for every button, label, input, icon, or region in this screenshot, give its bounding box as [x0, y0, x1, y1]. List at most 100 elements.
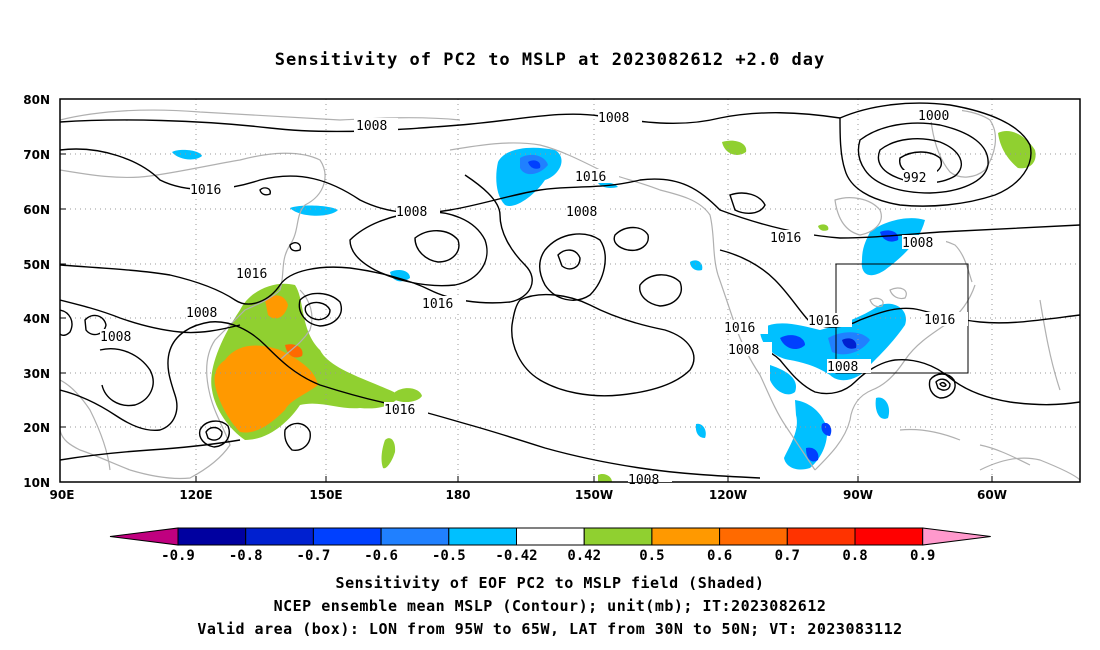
colorbar-label: 0.7	[775, 548, 800, 564]
contour-label-bg	[190, 182, 234, 196]
isobar	[205, 426, 223, 441]
colorbar-label: -0.9	[161, 548, 195, 564]
negative-shade-area	[780, 335, 805, 350]
isobar	[939, 381, 947, 388]
colorbar-box	[380, 527, 450, 546]
coastline-japan	[279, 289, 313, 361]
contour-label-bg	[236, 266, 280, 280]
contour-label: 1008	[566, 205, 597, 220]
contour-label-bg	[598, 110, 642, 124]
contour-label: 1016	[808, 314, 839, 329]
colorbar-box	[448, 527, 517, 546]
colorbar-label: 0.42	[567, 548, 601, 564]
contour-label: 1016	[575, 170, 606, 185]
positive-shade-area	[214, 345, 318, 433]
contour-label-bg	[628, 473, 672, 482]
contour-label-bg	[354, 118, 398, 132]
negative-shade-area	[842, 338, 857, 349]
colorbar-label: -0.8	[229, 548, 263, 564]
colorbar-label: 0.9	[910, 548, 935, 564]
isobar	[414, 230, 460, 263]
negative-shade-area	[172, 149, 202, 160]
isobar	[877, 138, 962, 184]
isobar	[60, 112, 841, 133]
negative-shade-area	[821, 422, 832, 436]
contour-label: 1008	[396, 205, 427, 220]
isobar	[60, 309, 73, 337]
contour-label: 1016	[924, 313, 955, 328]
negative-shade-area	[690, 260, 703, 271]
colorbar-label: 0.6	[707, 548, 732, 564]
coastline-hudson-bay	[834, 197, 882, 236]
lat-label: 50N	[23, 258, 50, 272]
land-outlines	[60, 108, 1080, 481]
isobar	[60, 299, 241, 334]
isobar	[60, 174, 533, 305]
isobar	[304, 301, 331, 321]
colorbar-label: -0.7	[297, 548, 331, 564]
negative-shade-area	[770, 365, 796, 395]
contour-label-bg	[924, 312, 968, 326]
negative-shade-area	[806, 447, 819, 462]
positive-shade-area	[265, 295, 288, 319]
contour-label-bg	[728, 342, 772, 356]
isobar	[284, 422, 311, 451]
caption-valid-area: Valid area (box): LON from 95W to 65W, L…	[197, 620, 903, 638]
contour-label: 1008	[902, 236, 933, 251]
colorbar-box	[245, 527, 314, 546]
longitude-labels: 90E 120E 150E 180 150W 120W 90W 60W	[50, 488, 1007, 502]
isobar	[198, 420, 230, 448]
lat-label: 30N	[23, 367, 50, 381]
isobar	[928, 373, 956, 399]
isobar	[259, 187, 272, 196]
contour-label: 1008	[186, 306, 217, 321]
positive-shade-area	[818, 224, 829, 231]
lon-label: 180	[445, 488, 470, 502]
lat-label: 70N	[23, 148, 50, 162]
contour-label: 1008	[100, 330, 131, 345]
isobar	[557, 249, 581, 270]
contour-label: 1016	[384, 403, 415, 418]
chart-title: Sensitivity of PC2 to MSLP at 2023082612…	[274, 50, 826, 70]
contour-label-bg	[575, 169, 619, 183]
contour-label-layer: 1008 1016 1008 1016 1008 1016 1008 1016 …	[100, 108, 968, 488]
contour-label-bg	[100, 329, 144, 343]
isobar	[84, 314, 107, 336]
contour-label: 1008	[598, 111, 629, 126]
contour-label: 1016	[190, 183, 221, 198]
colorbar-label: 0.8	[842, 548, 867, 564]
contour-label: 1016	[770, 231, 801, 246]
caption-shading: Sensitivity of EOF PC2 to MSLP field (Sh…	[335, 574, 765, 592]
negative-shade-area	[861, 218, 925, 276]
colorbar-box	[312, 527, 382, 546]
isobar	[298, 292, 342, 327]
map-frame	[59, 98, 1081, 483]
isobar	[857, 122, 989, 194]
latitude-labels: 80N 70N 60N 50N 40N 30N 20N 10N	[23, 93, 50, 490]
lon-label: 60W	[977, 488, 1007, 502]
colorbar: -0.9 -0.8 -0.7 -0.6 -0.5 -0.42 0.42 0.5 0.6 0.7 0.…	[109, 527, 991, 564]
positive-shade-area	[998, 130, 1036, 169]
positive-shade-area	[395, 388, 422, 403]
contour-label: 1008	[827, 360, 858, 375]
contour-label-bg	[827, 359, 871, 373]
mslp-contours	[60, 102, 1080, 479]
isobar	[511, 293, 695, 397]
map-panel	[60, 99, 1080, 482]
contour-label: 992	[903, 171, 926, 186]
colorbar-box	[516, 527, 585, 546]
positive-shade-area	[598, 473, 612, 482]
colorbar-box	[651, 527, 721, 546]
contour-label-bg	[918, 108, 962, 122]
contour-label: 1016	[422, 297, 453, 312]
colorbar-box	[786, 527, 856, 546]
positive-shade-area	[285, 344, 303, 358]
positive-shade-area	[381, 438, 396, 469]
contour-label-bg	[396, 204, 440, 218]
coastline-north-america-west	[717, 274, 816, 471]
isobar	[839, 102, 1032, 207]
negative-shade-area	[528, 160, 541, 169]
colorbar-box	[583, 527, 653, 546]
isobar	[60, 321, 761, 479]
